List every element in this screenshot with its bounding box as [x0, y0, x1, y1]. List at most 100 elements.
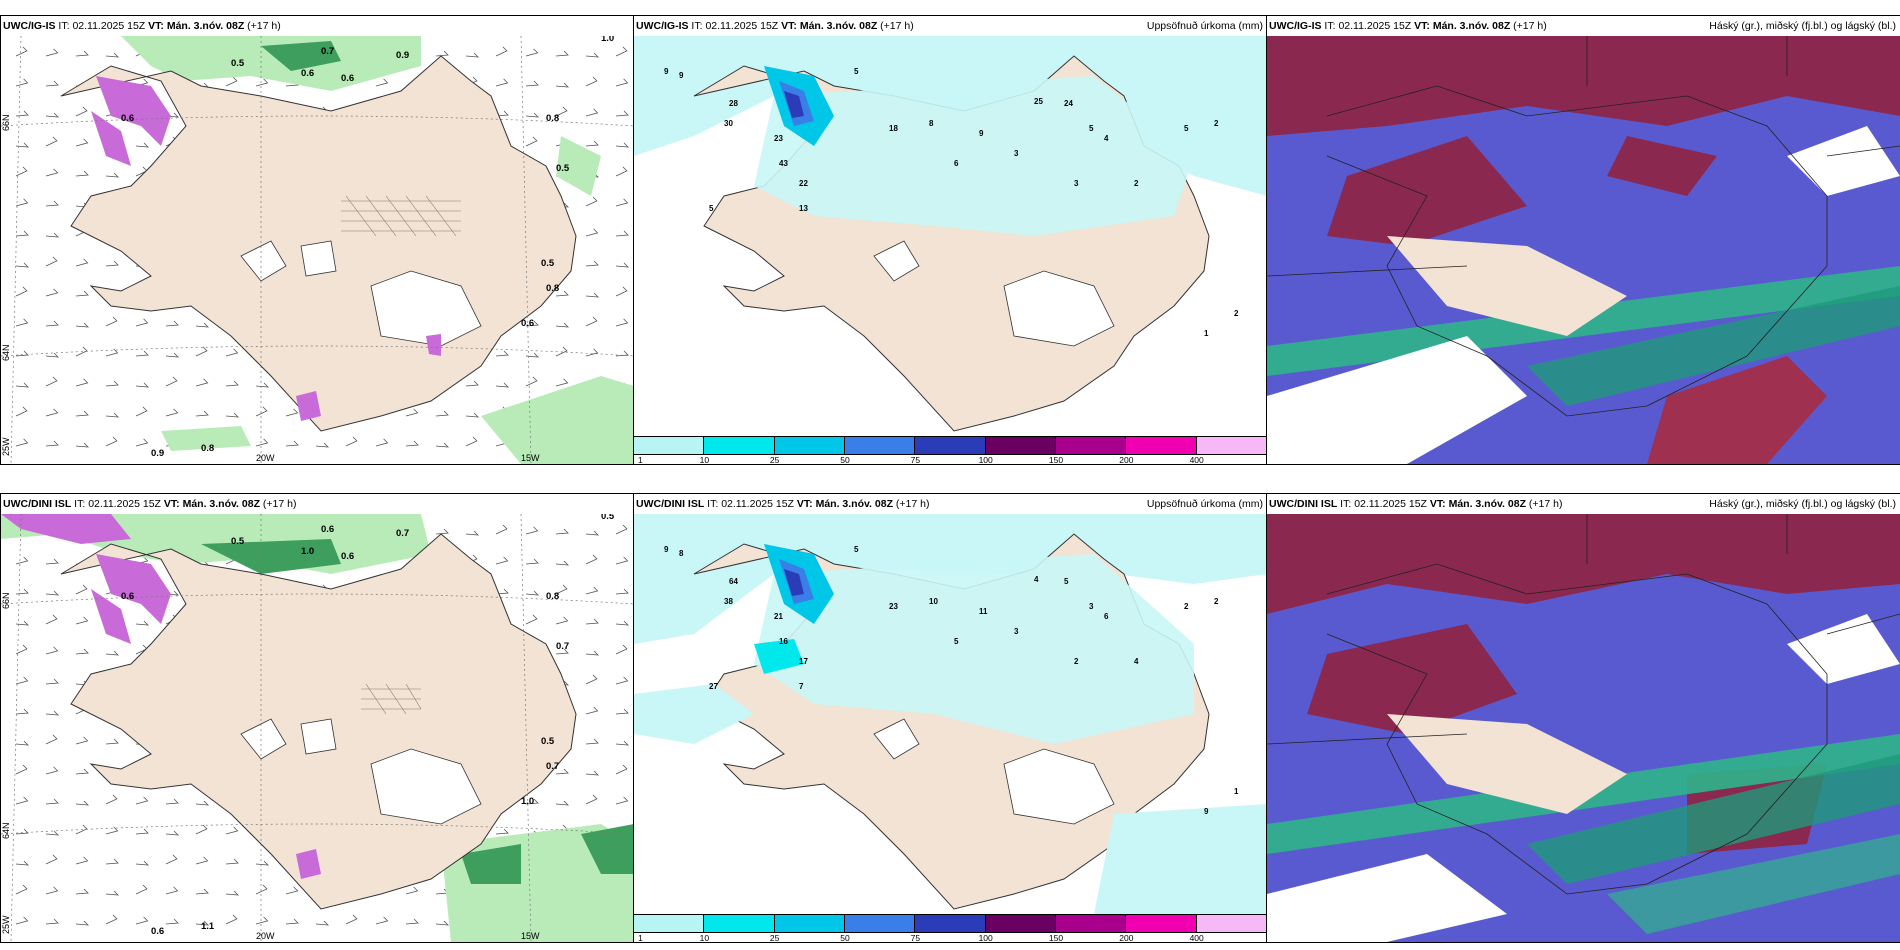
wind-value-label: 0.6: [121, 113, 134, 124]
wind-value-label: 0.8: [201, 443, 214, 454]
colorbar-swatch: [774, 437, 845, 454]
precip-value-label: 2: [1214, 597, 1219, 606]
precip-value-label: 10: [929, 597, 938, 606]
wind-value-label: 1.1: [201, 921, 215, 932]
colorbar-tick-label: 75: [910, 933, 921, 943]
precip-value-label: 2: [1214, 119, 1219, 128]
precip-value-label: 5: [854, 67, 859, 76]
precip-value-label: 23: [889, 602, 898, 611]
precip-value-label: 30: [724, 119, 733, 128]
precip-value-label: 9: [979, 129, 984, 138]
colorbar-tick-label: 50: [840, 455, 850, 465]
precip-value-label: 4: [1104, 134, 1109, 143]
colorbar-tick-label: 25: [769, 455, 780, 465]
row1-cloud-map: [1267, 36, 1900, 464]
row1-mid-right-title: Uppsöfnuð úrkoma (mm): [1146, 20, 1263, 32]
colorbar-tick-label: 75: [910, 455, 921, 465]
precip-value-label: 22: [799, 179, 808, 188]
precip-value-label: 23: [774, 134, 783, 143]
wind-value-label: 0.6: [521, 318, 534, 329]
colorbar-ticks: 1 10 25 50 75 100 150 200 400: [634, 933, 1267, 943]
precip-value-label: 3: [1089, 602, 1094, 611]
colorbar-tick-label: 25: [769, 933, 780, 943]
precip-value-label: 7: [799, 682, 804, 691]
precip-value-label: 3: [1074, 179, 1079, 188]
row2-right-panel: UWC/DINI ISL IT: 02.11.2025 15Z VT: Mán.…: [1266, 493, 1900, 943]
row1-right-right-title: Háský (gr.), miðský (fj.bl.) og lágský (…: [1709, 20, 1896, 32]
lat-66-label: 66N: [1, 592, 11, 609]
precip-value-label: 8: [679, 549, 684, 558]
precip-value-label: 28: [729, 99, 738, 108]
row1-left-panel: UWC/IG-IS IT: 02.11.2025 15Z VT: Mán. 3.…: [0, 15, 635, 465]
precip-value-label: 5: [1064, 577, 1069, 586]
colorbar-swatch: [1196, 437, 1267, 454]
row2-colorbar: 1 10 25 50 75 100 150 200 400: [634, 914, 1267, 942]
precip-value-label: 4: [1034, 575, 1039, 584]
precip-value-label: 9: [664, 545, 669, 554]
wind-value-label: 0.7: [396, 528, 409, 539]
colorbar-swatch: [774, 915, 845, 932]
precip-value-label: 1: [1204, 329, 1209, 338]
row1-mid-panel: UWC/IG-IS IT: 02.11.2025 15Z VT: Mán. 3.…: [633, 15, 1268, 465]
colorbar-swatch: [704, 915, 775, 932]
colorbar-swatch: [985, 915, 1056, 932]
colorbar-tick-label: 200: [1119, 455, 1134, 465]
wind-value-label: 1.0: [601, 36, 614, 44]
colorbar-swatch: [1126, 437, 1197, 454]
precip-value-label: 5: [1089, 124, 1094, 133]
precip-value-label: 1: [1234, 787, 1239, 796]
precip-value-label: 27: [709, 682, 718, 691]
wind-value-label: 0.6: [121, 591, 134, 602]
precip-value-label: 2: [1234, 309, 1239, 318]
precip-value-label: 43: [779, 159, 788, 168]
row2-mid-panel: UWC/DINI ISL IT: 02.11.2025 15Z VT: Mán.…: [633, 493, 1268, 943]
wind-value-label: 0.6: [151, 926, 164, 937]
row1-left-title: UWC/IG-IS IT: 02.11.2025 15Z VT: Mán. 3.…: [3, 20, 281, 32]
precip-value-label: 16: [779, 637, 788, 646]
colorbar-ticks: 1 10 25 50 75 100 150 200 400: [634, 455, 1267, 465]
wind-value-label: 0.5: [556, 163, 570, 174]
precip-value-label: 9: [664, 67, 669, 76]
wind-value-label: 0.8: [546, 283, 559, 294]
colorbar-tick-label: 1: [637, 933, 643, 943]
precip-value-label: 6: [1104, 612, 1109, 621]
precip-value-label: 17: [799, 657, 808, 666]
colorbar-swatch: [1196, 915, 1267, 932]
wind-value-label: 0.7: [556, 641, 569, 652]
wind-value-label: 0.7: [546, 761, 559, 772]
precip-value-label: 38: [724, 597, 733, 606]
colorbar-swatch: [844, 915, 916, 932]
wind-value-label: 0.9: [396, 50, 409, 61]
colorbar-tick-label: 400: [1189, 455, 1204, 465]
colorbar-swatch: [1126, 915, 1197, 932]
wind-value-label: 0.5: [541, 736, 555, 747]
row2-mid-right-title: Uppsöfnuð úrkoma (mm): [1146, 498, 1263, 510]
precip-value-label: 4: [1134, 657, 1139, 666]
colorbar-tick-label: 150: [1048, 455, 1064, 465]
colorbar-swatches: [634, 436, 1267, 455]
wind-value-label: 0.7: [321, 46, 334, 57]
precip-value-label: 5: [709, 204, 714, 213]
row1-right-panel: UWC/IG-IS IT: 02.11.2025 15Z VT: Mán. 3.…: [1266, 15, 1900, 465]
precip-value-label: 2: [1184, 602, 1189, 611]
wind-value-label: 0.5: [231, 58, 245, 69]
precip-value-label: 2: [1134, 179, 1139, 188]
row1-right-title: UWC/IG-IS IT: 02.11.2025 15Z VT: Mán. 3.…: [1269, 20, 1547, 32]
wind-value-label: 0.9: [151, 448, 164, 459]
wind-value-label: 1.0: [521, 796, 534, 807]
colorbar-tick-label: 400: [1189, 933, 1204, 943]
colorbar-tick-label: 150: [1048, 933, 1064, 943]
wind-value-label: 0.6: [301, 68, 314, 79]
lon-25-label: 25W: [1, 437, 11, 456]
row2-left-panel: UWC/DINI ISL IT: 02.11.2025 15Z VT: Mán.…: [0, 493, 635, 943]
colorbar-swatch: [985, 437, 1056, 454]
colorbar-tick-label: 100: [978, 933, 993, 943]
colorbar-swatch: [844, 437, 916, 454]
precip-value-label: 9: [679, 71, 684, 80]
colorbar-swatch: [915, 437, 986, 454]
precip-value-label: 5: [854, 545, 859, 554]
row2-left-title: UWC/DINI ISL IT: 02.11.2025 15Z VT: Mán.…: [3, 498, 297, 510]
colorbar-swatch: [915, 915, 986, 932]
